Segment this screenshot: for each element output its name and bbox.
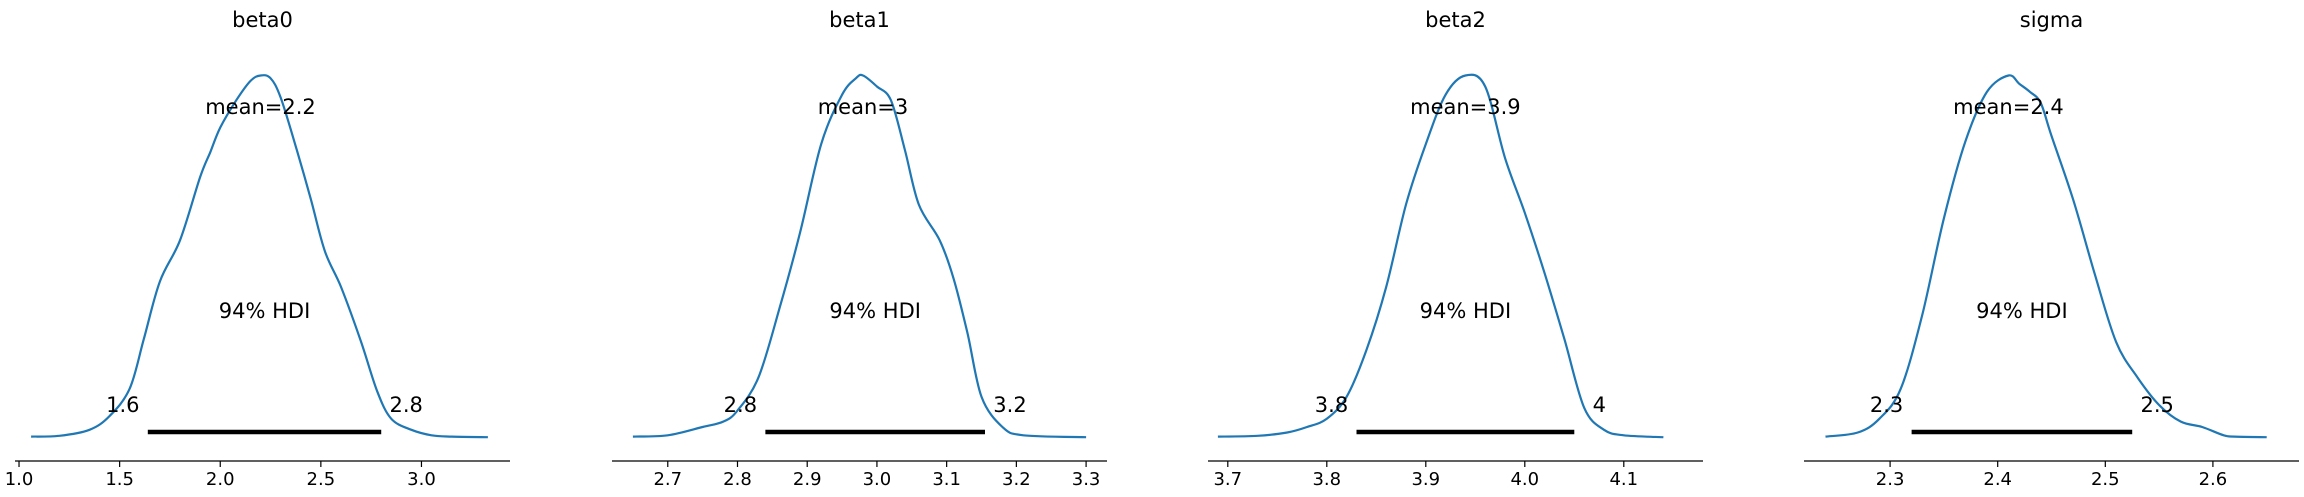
x-tick-label: 2.6 xyxy=(2199,469,2228,490)
hdi-lower-label: 1.6 xyxy=(106,393,139,417)
x-tick-label: 2.5 xyxy=(2091,469,2120,490)
x-tick-label: 3.2 xyxy=(1002,469,1031,490)
mean-label: mean=3.9 xyxy=(1410,95,1521,119)
hdi-lower-label: 2.3 xyxy=(1870,393,1903,417)
mean-label: mean=3 xyxy=(818,95,909,119)
density-curve xyxy=(31,74,488,439)
panel-title: beta1 xyxy=(829,8,890,32)
x-tick-label: 3.9 xyxy=(1411,469,1440,490)
x-tick-label: 4.0 xyxy=(1510,469,1539,490)
x-tick-label: 3.0 xyxy=(407,469,436,490)
x-tick-label: 2.3 xyxy=(1876,469,1905,490)
x-tick-label: 2.5 xyxy=(307,469,336,490)
hdi-label: 94% HDI xyxy=(1420,299,1512,323)
hdi-label: 94% HDI xyxy=(219,299,311,323)
density-curve xyxy=(1217,73,1664,439)
density-curve xyxy=(632,73,1087,439)
panel-title: sigma xyxy=(2020,8,2083,32)
hdi-lower-label: 2.8 xyxy=(724,393,757,417)
panel-beta1: beta1 mean=3 94% HDI 2.8 3.2 2.7 2.8 2.9 3.0 3.1 3… xyxy=(612,8,1107,490)
mean-label: mean=2.4 xyxy=(1953,95,2064,119)
x-tick-label: 3.8 xyxy=(1312,469,1341,490)
x-tick-label: 3.1 xyxy=(932,469,961,490)
hdi-label: 94% HDI xyxy=(1976,299,2068,323)
hdi-label: 94% HDI xyxy=(829,299,921,323)
x-tick-label: 1.5 xyxy=(105,469,134,490)
x-tick-label: 2.0 xyxy=(206,469,235,490)
x-tick-label: 3.7 xyxy=(1213,469,1242,490)
x-tick-label: 2.9 xyxy=(793,469,822,490)
hdi-lower-label: 3.8 xyxy=(1315,393,1348,417)
mean-label: mean=2.2 xyxy=(205,95,316,119)
panel-title: beta0 xyxy=(232,8,293,32)
panel-sigma: sigma mean=2.4 94% HDI 2.3 2.5 2.3 2.4 2.5 2.6 xyxy=(1804,8,2299,490)
panel-beta2: beta2 mean=3.9 94% HDI 3.8 4 3.7 3.8 3.9 4.0 4.1 xyxy=(1208,8,1703,490)
x-tick-label: 4.1 xyxy=(1609,469,1638,490)
x-tick-label: 3.3 xyxy=(1072,469,1101,490)
x-tick-label: 3.0 xyxy=(863,469,892,490)
x-tick-label: 2.7 xyxy=(653,469,682,490)
hdi-upper-label: 2.5 xyxy=(2141,393,2174,417)
x-tick-label: 2.4 xyxy=(1983,469,2012,490)
panel-title: beta2 xyxy=(1425,8,1486,32)
x-tick-label: 1.0 xyxy=(5,469,34,490)
hdi-upper-label: 3.2 xyxy=(993,393,1026,417)
x-tick-label: 2.8 xyxy=(723,469,752,490)
hdi-upper-label: 4 xyxy=(1593,393,1606,417)
panel-beta0: beta0 mean=2.2 94% HDI 1.6 2.8 1.0 1.5 2.0 2.5 3.… xyxy=(5,8,510,490)
density-curve xyxy=(1825,74,2267,439)
hdi-upper-label: 2.8 xyxy=(390,393,423,417)
